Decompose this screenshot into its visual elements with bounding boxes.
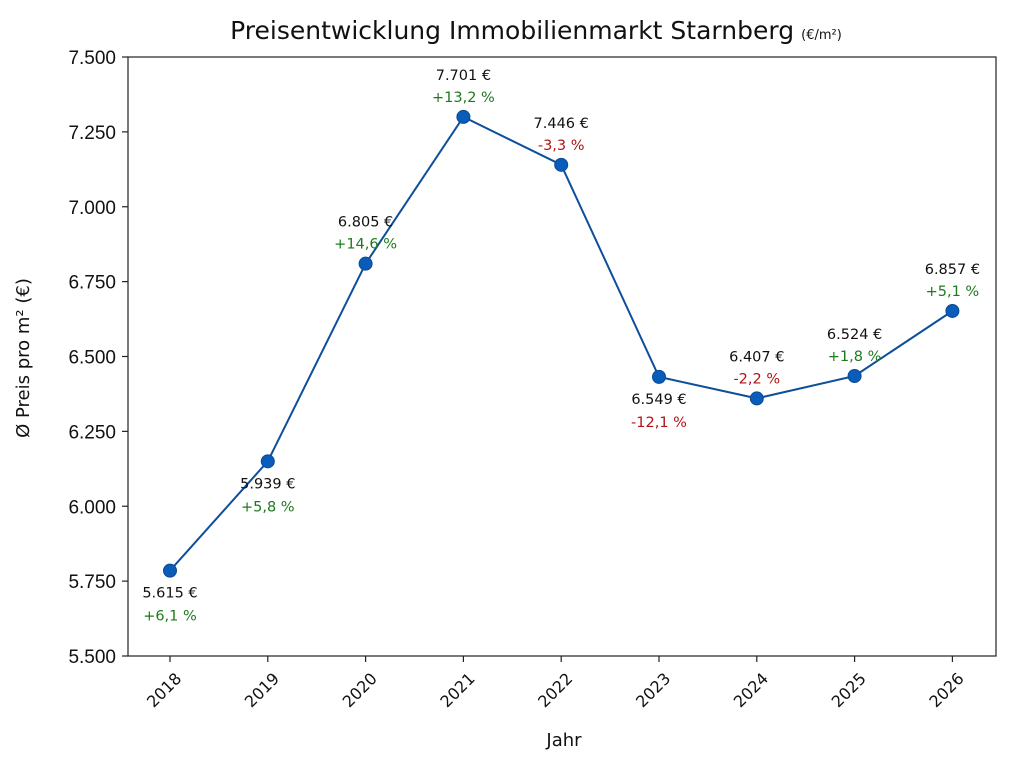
chart-title-text: Preisentwicklung Immobilienmarkt Starnbe… — [230, 16, 794, 45]
value-label: 7.446 € — [534, 116, 589, 132]
change-label: -12,1 % — [631, 415, 687, 431]
y-tick-label: 7.500 — [68, 48, 116, 69]
change-label: +5,1 % — [926, 284, 980, 300]
change-label: +6,1 % — [143, 609, 197, 625]
y-tick-label: 7.250 — [68, 123, 116, 144]
data-point — [749, 391, 764, 406]
y-tick-label: 5.750 — [68, 572, 116, 593]
change-label: -2,2 % — [733, 371, 780, 387]
x-axis-label: Jahr — [545, 730, 582, 751]
change-label: +5,8 % — [241, 499, 295, 515]
y-axis: 5.500 5.750 6.000 6.250 6.500 6.750 7.000 7.250… — [68, 48, 128, 668]
y-axis-label: Ø Preis pro m² (€) — [13, 278, 34, 438]
value-label: 6.524 € — [827, 327, 882, 343]
data-point — [945, 303, 960, 318]
value-label: 6.549 € — [631, 392, 686, 408]
y-tick-label: 7.000 — [68, 198, 116, 219]
chart-title-unit: (€/m²) — [801, 28, 842, 43]
chart-title: Preisentwicklung Immobilienmarkt Starnbe… — [230, 16, 842, 45]
value-label: 5.615 € — [142, 586, 197, 602]
change-label: +14,6 % — [334, 237, 397, 253]
data-point — [163, 563, 177, 578]
y-tick-label: 6.000 — [68, 497, 116, 518]
y-tick-label: 6.250 — [68, 422, 116, 443]
data-point — [847, 368, 862, 383]
data-annotations: 5.615 € +6,1 % 5.939 € +5,8 % 6.805 € +14,6 %… — [142, 68, 980, 625]
value-label: 6.805 € — [338, 215, 393, 231]
change-label: +13,2 % — [432, 90, 495, 106]
value-label: 5.939 € — [240, 476, 295, 492]
data-point — [652, 369, 666, 384]
change-label: -3,3 % — [538, 138, 585, 154]
data-point — [358, 256, 373, 271]
data-point — [260, 454, 275, 469]
y-tick-label: 6.500 — [68, 348, 116, 369]
change-label: +1,8 % — [828, 349, 882, 365]
value-label: 6.407 € — [729, 349, 784, 365]
data-point — [554, 157, 569, 172]
data-series — [163, 109, 960, 578]
value-label: 6.857 € — [925, 262, 980, 278]
value-label: 7.701 € — [436, 68, 491, 84]
y-tick-label: 5.500 — [68, 647, 116, 668]
y-tick-label: 6.750 — [68, 273, 116, 294]
data-point — [456, 109, 471, 124]
